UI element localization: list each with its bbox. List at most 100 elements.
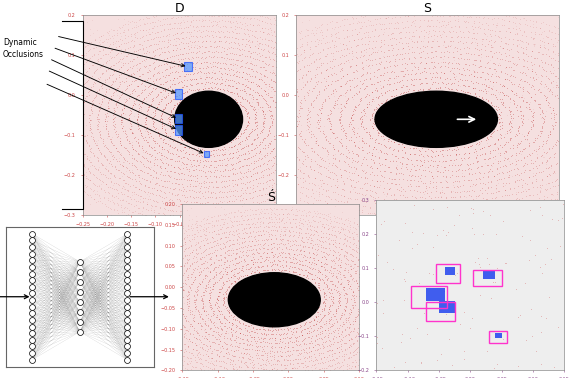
Point (458, 188, 467, 194)
Point (216, 325, 225, 332)
Point (447, 24, 457, 30)
Point (209, 267, 218, 273)
Point (234, 110, 243, 116)
Point (221, 70, 230, 76)
Point (299, 175, 308, 181)
Point (315, 191, 324, 197)
Point (314, 291, 323, 297)
Point (478, 174, 487, 180)
Point (316, 177, 325, 183)
Point (536, 88, 545, 94)
Point (328, 237, 337, 243)
Point (124, 139, 133, 146)
Point (93, 188, 102, 194)
Point (130, 19, 139, 25)
Point (98, 47, 107, 53)
Point (149, 59, 158, 65)
Point (217, 275, 226, 281)
Point (353, 256, 363, 262)
Point (276, 367, 285, 373)
Point (129, 146, 138, 152)
Point (530, 42, 539, 48)
Point (423, 54, 432, 60)
Point (127, 58, 136, 64)
Point (542, 166, 551, 172)
Point (350, 225, 359, 231)
Point (349, 125, 358, 131)
Point (375, 73, 384, 79)
Point (348, 241, 357, 247)
Point (215, 81, 224, 87)
Point (202, 285, 211, 291)
Point (223, 287, 232, 293)
Point (357, 167, 366, 173)
Point (188, 49, 197, 55)
Point (323, 226, 332, 232)
Point (382, 88, 392, 94)
Point (494, 49, 503, 55)
Point (414, 209, 423, 215)
Point (384, 47, 393, 53)
Point (483, 143, 492, 149)
Point (186, 225, 196, 231)
Point (183, 198, 192, 204)
Point (306, 240, 315, 246)
Point (314, 219, 323, 225)
Point (230, 213, 239, 219)
Point (254, 264, 263, 270)
Point (266, 44, 275, 50)
Point (329, 322, 338, 328)
Point (124, 66, 133, 72)
Point (377, 207, 386, 213)
Point (406, 140, 415, 146)
Point (207, 355, 216, 361)
Point (249, 107, 258, 113)
Point (169, 146, 178, 152)
Point (470, 85, 479, 91)
Point (478, 207, 487, 213)
Point (132, 148, 141, 154)
Point (177, 127, 186, 133)
Point (250, 188, 259, 194)
Point (351, 49, 360, 55)
Point (209, 85, 218, 91)
Point (229, 358, 238, 364)
Point (270, 57, 279, 64)
Point (439, 158, 448, 164)
Point (214, 367, 223, 373)
Point (105, 35, 114, 41)
Point (311, 218, 320, 224)
Point (383, 96, 392, 102)
Point (345, 311, 355, 317)
Point (237, 356, 246, 363)
Point (132, 29, 141, 35)
Point (509, 99, 518, 105)
Point (499, 175, 508, 181)
Point (162, 15, 172, 21)
Point (190, 304, 200, 310)
Point (434, 162, 443, 168)
Point (138, 45, 147, 51)
Point (133, 68, 142, 74)
Point (310, 241, 319, 247)
Point (130, 172, 139, 178)
Point (103, 157, 112, 163)
Point (333, 319, 342, 325)
Point (359, 64, 368, 70)
Point (270, 356, 279, 363)
Point (254, 102, 263, 108)
Point (253, 169, 262, 175)
Point (317, 324, 327, 330)
Point (305, 222, 314, 228)
Point (116, 116, 125, 122)
Point (153, 83, 162, 89)
Point (142, 69, 151, 75)
Point (274, 267, 283, 273)
Point (499, 150, 508, 156)
Point (147, 98, 156, 104)
Point (180, 327, 189, 333)
Point (271, 210, 280, 216)
Point (319, 321, 328, 327)
Point (269, 200, 278, 206)
Point (144, 104, 153, 110)
